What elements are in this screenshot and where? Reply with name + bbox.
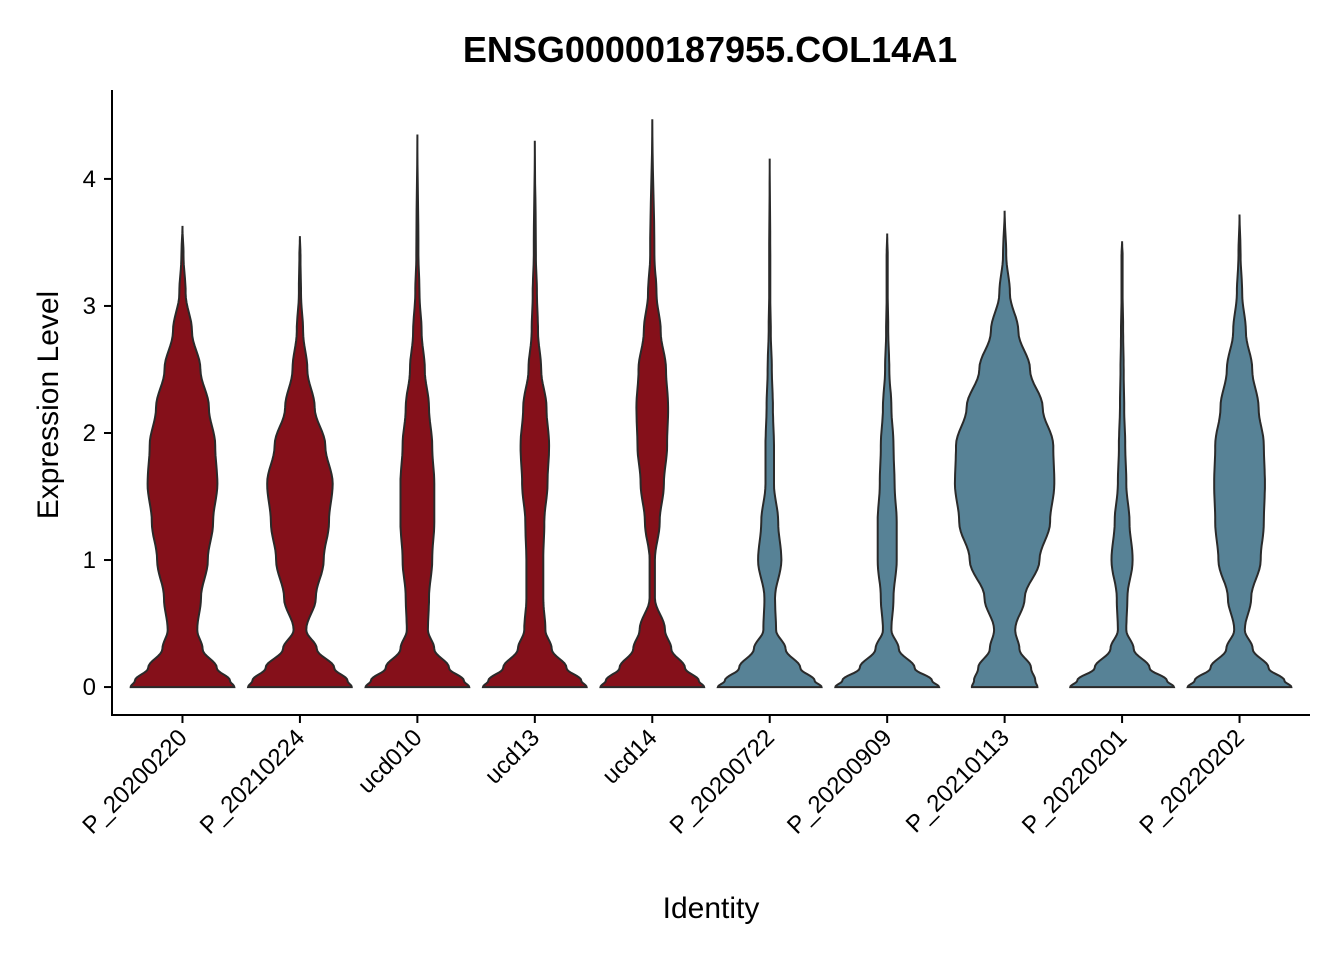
y-tick-label: 2 [83, 420, 96, 447]
x-tick-label: P_20210113 [901, 724, 1015, 838]
violin-P_20200909 [834, 233, 941, 689]
x-tick-label: P_20220202 [1134, 724, 1249, 839]
violin-P_20210113 [953, 210, 1056, 689]
y-ticks-group: 0 1 2 3 4 [83, 166, 112, 701]
x-tick-label: P_20200909 [782, 724, 897, 839]
y-tick-label: 0 [83, 674, 96, 701]
violins-group [129, 119, 1293, 689]
x-tick-label: ucd13 [480, 724, 545, 789]
violin-ucd14 [599, 119, 706, 689]
violin-P_20210224 [246, 236, 353, 689]
x-tick-label: P_20200722 [665, 724, 780, 839]
violin-P_20220201 [1069, 241, 1176, 689]
y-tick-label: 3 [83, 293, 96, 320]
x-tick-label: P_20210224 [195, 724, 310, 839]
x-axis-label: Identity [663, 892, 760, 925]
x-tick-label: P_20200220 [77, 724, 192, 839]
y-tick-label: 4 [83, 166, 96, 193]
violin-ucd010 [364, 134, 471, 689]
y-axis-label: Expression Level [32, 291, 65, 519]
x-tick-label: ucd010 [353, 724, 428, 799]
violin-P_20200220 [129, 225, 236, 689]
violin-P_20200722 [716, 158, 823, 689]
violin-P_20220202 [1186, 214, 1293, 689]
chart-title: ENSG00000187955.COL14A1 [463, 29, 957, 70]
x-tick-label: ucd14 [597, 724, 662, 789]
y-tick-label: 1 [83, 547, 96, 574]
violin-ucd13 [481, 140, 588, 689]
x-ticks-group: P_20200220 P_20210224 ucd010 ucd13 ucd14 P_20… [77, 715, 1250, 840]
x-tick-label: P_20220201 [1017, 724, 1132, 839]
